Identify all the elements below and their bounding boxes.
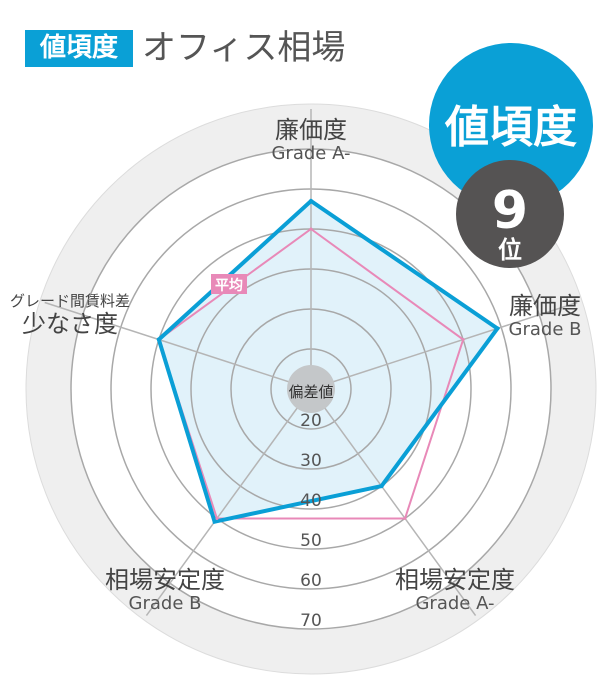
series-average-line <box>157 227 465 520</box>
average-point-1 <box>461 338 465 342</box>
axis-label-2-name: 相場安定度 <box>395 566 515 594</box>
axis-label-4-name: 少なさ度 <box>22 310 118 338</box>
axis-label-0: 廉価度 Grade A- <box>241 116 381 164</box>
rank-category-label: 値頃度 <box>444 102 577 153</box>
average-point-0 <box>309 227 313 231</box>
axis-label-1-sub: Grade B <box>508 319 582 340</box>
axis-label-4: グレード間賃料差 少なさ度 <box>0 292 140 338</box>
tick-label-50: 50 <box>300 531 322 551</box>
axis-line-2 <box>310 388 477 616</box>
center-disc <box>287 365 335 413</box>
outer-ring <box>25 103 597 675</box>
axis-label-3: 相場安定度 Grade B <box>90 566 240 614</box>
average-point-2 <box>403 516 407 520</box>
series-point-1 <box>495 326 500 331</box>
tick-label-60: 60 <box>300 571 322 591</box>
rank-suffix: 位 <box>498 236 522 264</box>
axis-label-1-name: 廉価度 <box>509 292 581 320</box>
axis-line-1 <box>310 301 578 390</box>
rank-number: 9 <box>492 181 528 241</box>
tick-label-20: 20 <box>300 411 322 431</box>
axis-label-2: 相場安定度 Grade A- <box>380 566 530 614</box>
tick-label-30: 30 <box>300 451 322 471</box>
axis-label-3-name: 相場安定度 <box>105 566 225 594</box>
page-title: オフィス相場 <box>142 28 346 68</box>
series-line <box>156 198 501 525</box>
average-tag-bg <box>211 274 247 294</box>
header-tag: 値頃度 <box>25 30 133 67</box>
series-point-0 <box>309 199 313 203</box>
center-label: 偏差値 <box>288 383 333 401</box>
rank-badge: 値頃度 9位 <box>429 43 593 268</box>
axis-label-4-pre: グレード間賃料差 <box>9 292 130 310</box>
average-legend-tag: 平均 <box>211 274 247 294</box>
rank-category-circle <box>429 43 593 207</box>
average-point-3 <box>215 516 219 520</box>
axis-line-4 <box>44 301 312 390</box>
series-point-4 <box>156 337 161 342</box>
series-point-3 <box>212 519 217 524</box>
axis-label-0-sub: Grade A- <box>271 143 351 164</box>
series-point-2 <box>379 484 384 489</box>
axis-label-2-sub: Grade A- <box>415 593 495 614</box>
tick-label-40: 40 <box>300 491 322 511</box>
average-tag-label: 平均 <box>215 277 243 294</box>
axis-label-3-sub: Grade B <box>128 593 202 614</box>
axis-label-1: 廉価度 Grade B <box>490 292 600 340</box>
rank-circle <box>456 160 564 268</box>
axis-line-3 <box>145 388 312 616</box>
axis-label-0-name: 廉価度 <box>275 116 347 144</box>
tick-label-70: 70 <box>300 611 322 631</box>
